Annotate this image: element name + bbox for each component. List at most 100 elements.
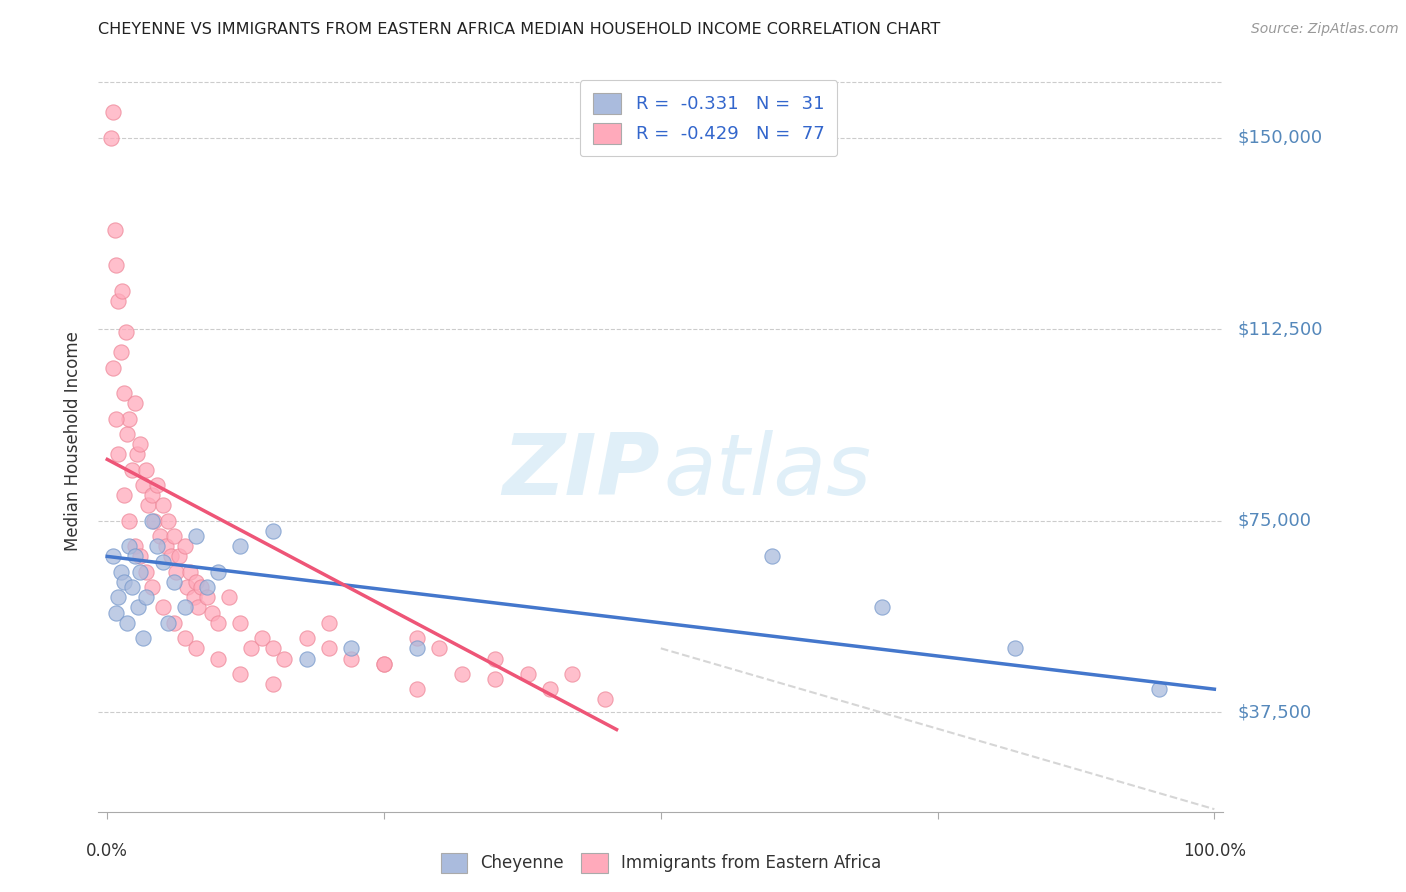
Point [101, 360, 124, 375]
Point [146, 478, 169, 492]
Point [142, 514, 165, 528]
Point [131, 631, 153, 645]
Point [157, 514, 180, 528]
Point [340, 651, 363, 665]
Point [107, 591, 129, 605]
Point [163, 574, 186, 589]
Point [165, 565, 187, 579]
Point [131, 478, 153, 492]
Legend: R =  -0.331   N =  31, R =  -0.429   N =  77: R = -0.331 N = 31, R = -0.429 N = 77 [579, 80, 837, 156]
Point [195, 591, 218, 605]
Point [406, 641, 429, 656]
Text: $112,500: $112,500 [1237, 320, 1323, 338]
Point [121, 462, 143, 476]
Point [870, 600, 893, 615]
Point [1147, 682, 1170, 697]
Point [406, 682, 429, 697]
Point [127, 447, 149, 461]
Point [318, 641, 340, 656]
Point [115, 325, 138, 339]
Point [262, 524, 284, 538]
Point [229, 666, 252, 681]
Point [115, 426, 138, 441]
Point [538, 682, 561, 697]
Point [107, 294, 129, 309]
Point [101, 549, 124, 564]
Point [152, 499, 174, 513]
Text: $37,500: $37,500 [1237, 703, 1312, 721]
Point [176, 580, 198, 594]
Point [124, 396, 146, 410]
Y-axis label: Median Household Income: Median Household Income [65, 332, 83, 551]
Point [129, 437, 152, 451]
Point [163, 529, 186, 543]
Text: $150,000: $150,000 [1237, 128, 1322, 147]
Point [135, 565, 157, 579]
Point [112, 488, 135, 502]
Point [173, 631, 195, 645]
Point [173, 600, 195, 615]
Point [173, 539, 195, 553]
Point [229, 615, 252, 630]
Point [129, 549, 152, 564]
Point [152, 600, 174, 615]
Point [373, 657, 395, 671]
Point [135, 591, 157, 605]
Point [118, 411, 141, 425]
Point [160, 549, 183, 564]
Point [112, 386, 135, 401]
Point [107, 447, 129, 461]
Point [450, 666, 472, 681]
Point [127, 600, 149, 615]
Point [761, 549, 783, 564]
Point [146, 539, 169, 553]
Point [155, 539, 177, 553]
Point [201, 606, 224, 620]
Point [141, 514, 163, 528]
Point [110, 565, 132, 579]
Point [252, 631, 274, 645]
Point [318, 615, 340, 630]
Point [229, 539, 252, 553]
Point [207, 651, 229, 665]
Text: 0.0%: 0.0% [86, 842, 128, 860]
Point [163, 615, 186, 630]
Point [517, 666, 540, 681]
Point [141, 488, 163, 502]
Point [104, 222, 127, 236]
Legend: Cheyenne, Immigrants from Eastern Africa: Cheyenne, Immigrants from Eastern Africa [434, 847, 887, 880]
Text: ZIP: ZIP [502, 430, 659, 513]
Text: atlas: atlas [664, 430, 872, 513]
Point [184, 641, 207, 656]
Point [100, 130, 122, 145]
Point [218, 591, 240, 605]
Point [184, 529, 207, 543]
Point [149, 529, 172, 543]
Point [141, 580, 163, 594]
Point [167, 549, 190, 564]
Point [190, 580, 212, 594]
Point [406, 631, 429, 645]
Point [484, 672, 506, 686]
Point [135, 462, 157, 476]
Point [118, 514, 141, 528]
Point [152, 555, 174, 569]
Point [101, 105, 124, 120]
Point [595, 692, 617, 706]
Point [484, 651, 506, 665]
Point [129, 565, 152, 579]
Text: 100.0%: 100.0% [1182, 842, 1246, 860]
Point [207, 615, 229, 630]
Point [429, 641, 451, 656]
Point [183, 591, 205, 605]
Point [184, 574, 207, 589]
Point [340, 641, 363, 656]
Point [240, 641, 263, 656]
Point [295, 631, 318, 645]
Point [207, 565, 229, 579]
Point [195, 580, 218, 594]
Text: $75,000: $75,000 [1237, 512, 1312, 530]
Point [105, 606, 128, 620]
Point [115, 615, 138, 630]
Point [157, 615, 180, 630]
